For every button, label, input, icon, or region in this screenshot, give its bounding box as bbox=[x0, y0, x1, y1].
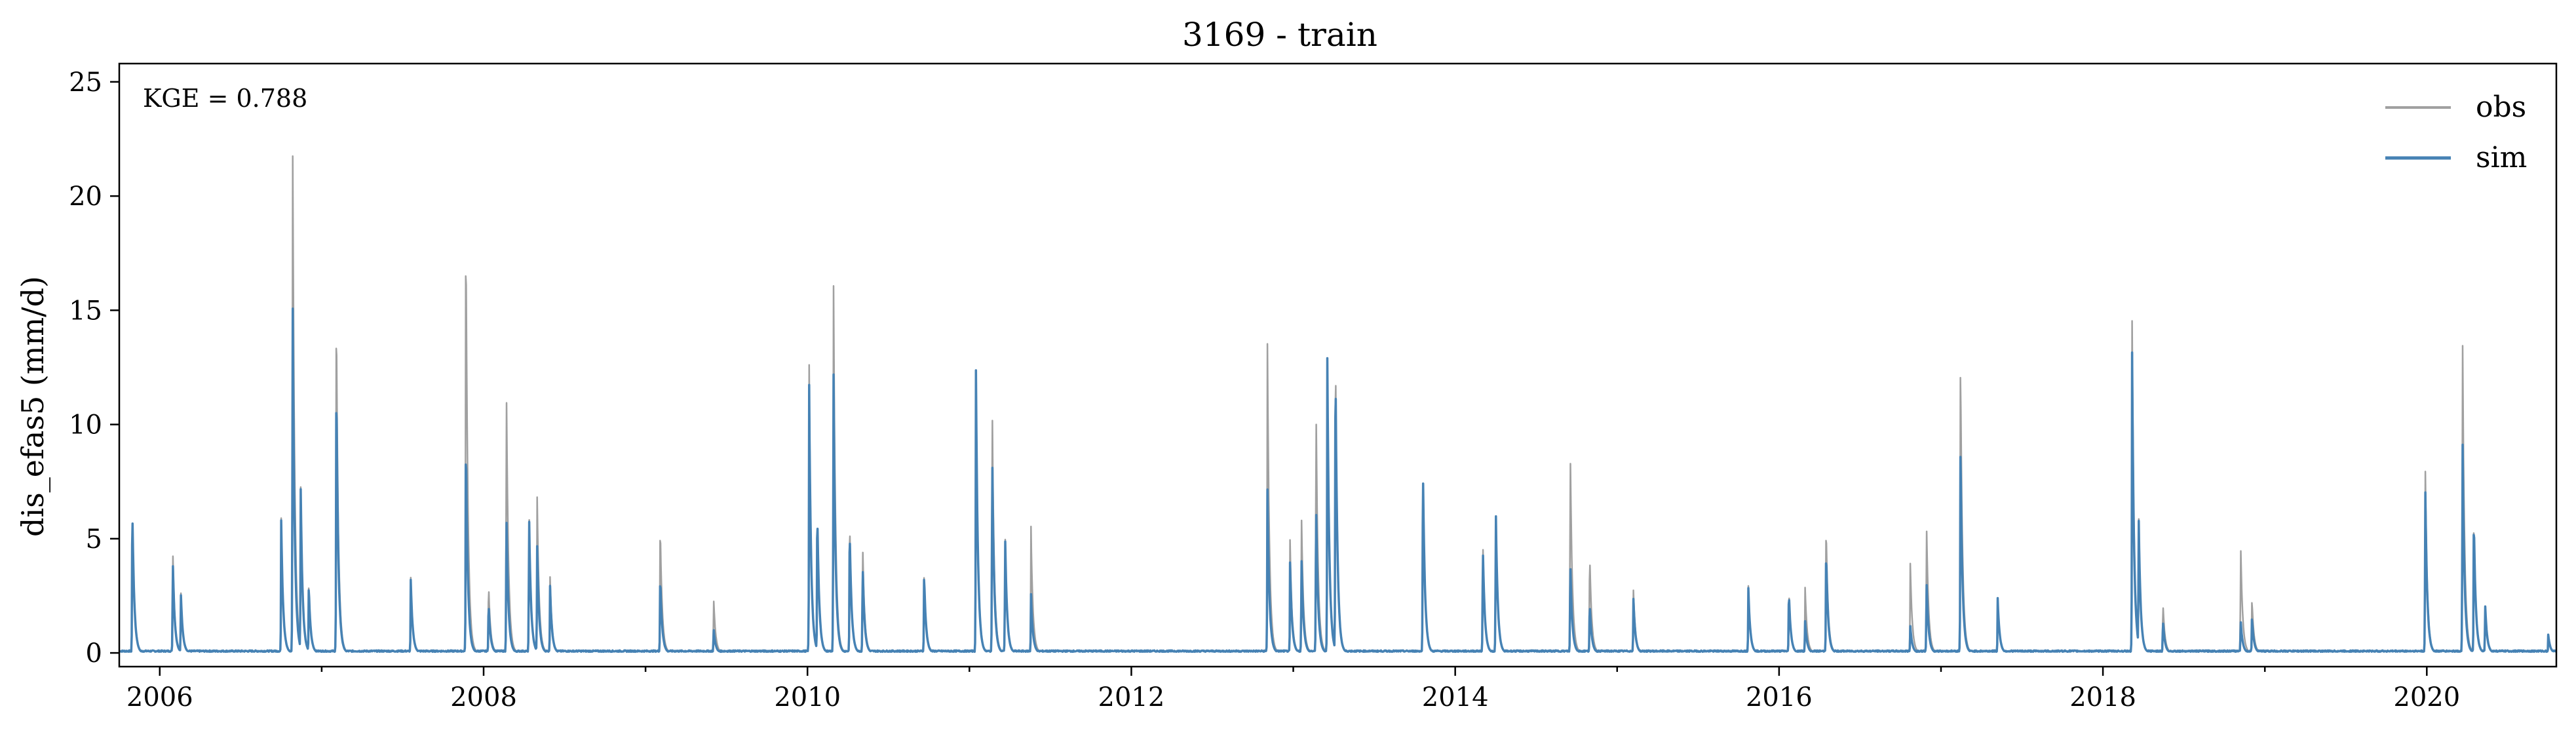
x-tick-label-2008: 2008 bbox=[450, 682, 517, 713]
kge-annotation: KGE = 0.788 bbox=[143, 84, 307, 113]
series-line-sim bbox=[119, 307, 2556, 654]
x-tick-label-2016: 2016 bbox=[1746, 682, 1813, 713]
y-tick-label-15: 15 bbox=[69, 296, 102, 326]
y-tick-label-0: 0 bbox=[86, 638, 102, 669]
legend-obs-label: obs bbox=[2476, 90, 2526, 124]
legend-sim-label: sim bbox=[2476, 141, 2527, 174]
y-tick-label-5: 5 bbox=[86, 524, 102, 555]
series-layer bbox=[119, 155, 2556, 654]
y-axis-label: dis_efas5 (mm/d) bbox=[15, 276, 50, 537]
y-tick-label-20: 20 bbox=[69, 182, 102, 212]
y-axis: 0 5 10 15 20 25 bbox=[69, 68, 119, 669]
x-tick-label-2006: 2006 bbox=[126, 682, 193, 713]
x-tick-label-2020: 2020 bbox=[2393, 682, 2460, 713]
x-tick-label-2010: 2010 bbox=[774, 682, 841, 713]
legend: obs sim bbox=[2385, 90, 2527, 174]
x-tick-label-2012: 2012 bbox=[1098, 682, 1165, 713]
x-axis: 2006 2008 2010 2012 2014 2016 2018 2020 bbox=[126, 667, 2460, 713]
plot-area: 2006 2008 2010 2012 2014 2016 2018 2020 0 5 10 15 2… bbox=[69, 62, 2558, 713]
y-tick-label-10: 10 bbox=[69, 410, 102, 440]
y-tick-label-25: 25 bbox=[69, 68, 102, 98]
plot-frame bbox=[118, 62, 2558, 668]
chart-title: 3169 - train bbox=[1182, 16, 1377, 54]
x-tick-label-2018: 2018 bbox=[2069, 682, 2136, 713]
x-tick-label-2014: 2014 bbox=[1422, 682, 1489, 713]
